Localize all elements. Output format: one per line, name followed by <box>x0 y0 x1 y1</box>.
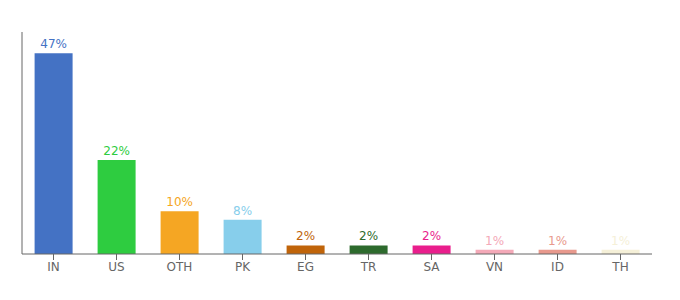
svg-text:2%: 2% <box>422 229 441 243</box>
svg-text:10%: 10% <box>166 195 193 209</box>
svg-text:47%: 47% <box>40 37 67 51</box>
svg-text:22%: 22% <box>103 144 130 158</box>
svg-text:TH: TH <box>611 260 628 274</box>
svg-text:ID: ID <box>551 260 564 274</box>
svg-text:US: US <box>108 260 124 274</box>
svg-text:VN: VN <box>486 260 503 274</box>
svg-text:1%: 1% <box>611 234 630 248</box>
svg-text:PK: PK <box>235 260 251 274</box>
svg-text:IN: IN <box>47 260 60 274</box>
svg-text:2%: 2% <box>296 229 315 243</box>
svg-text:2%: 2% <box>359 229 378 243</box>
svg-text:EG: EG <box>297 260 314 274</box>
svg-text:8%: 8% <box>233 204 252 218</box>
svg-text:SA: SA <box>423 260 440 274</box>
svg-text:1%: 1% <box>485 234 504 248</box>
svg-text:TR: TR <box>360 260 377 274</box>
svg-text:OTH: OTH <box>167 260 193 274</box>
svg-text:1%: 1% <box>548 234 567 248</box>
